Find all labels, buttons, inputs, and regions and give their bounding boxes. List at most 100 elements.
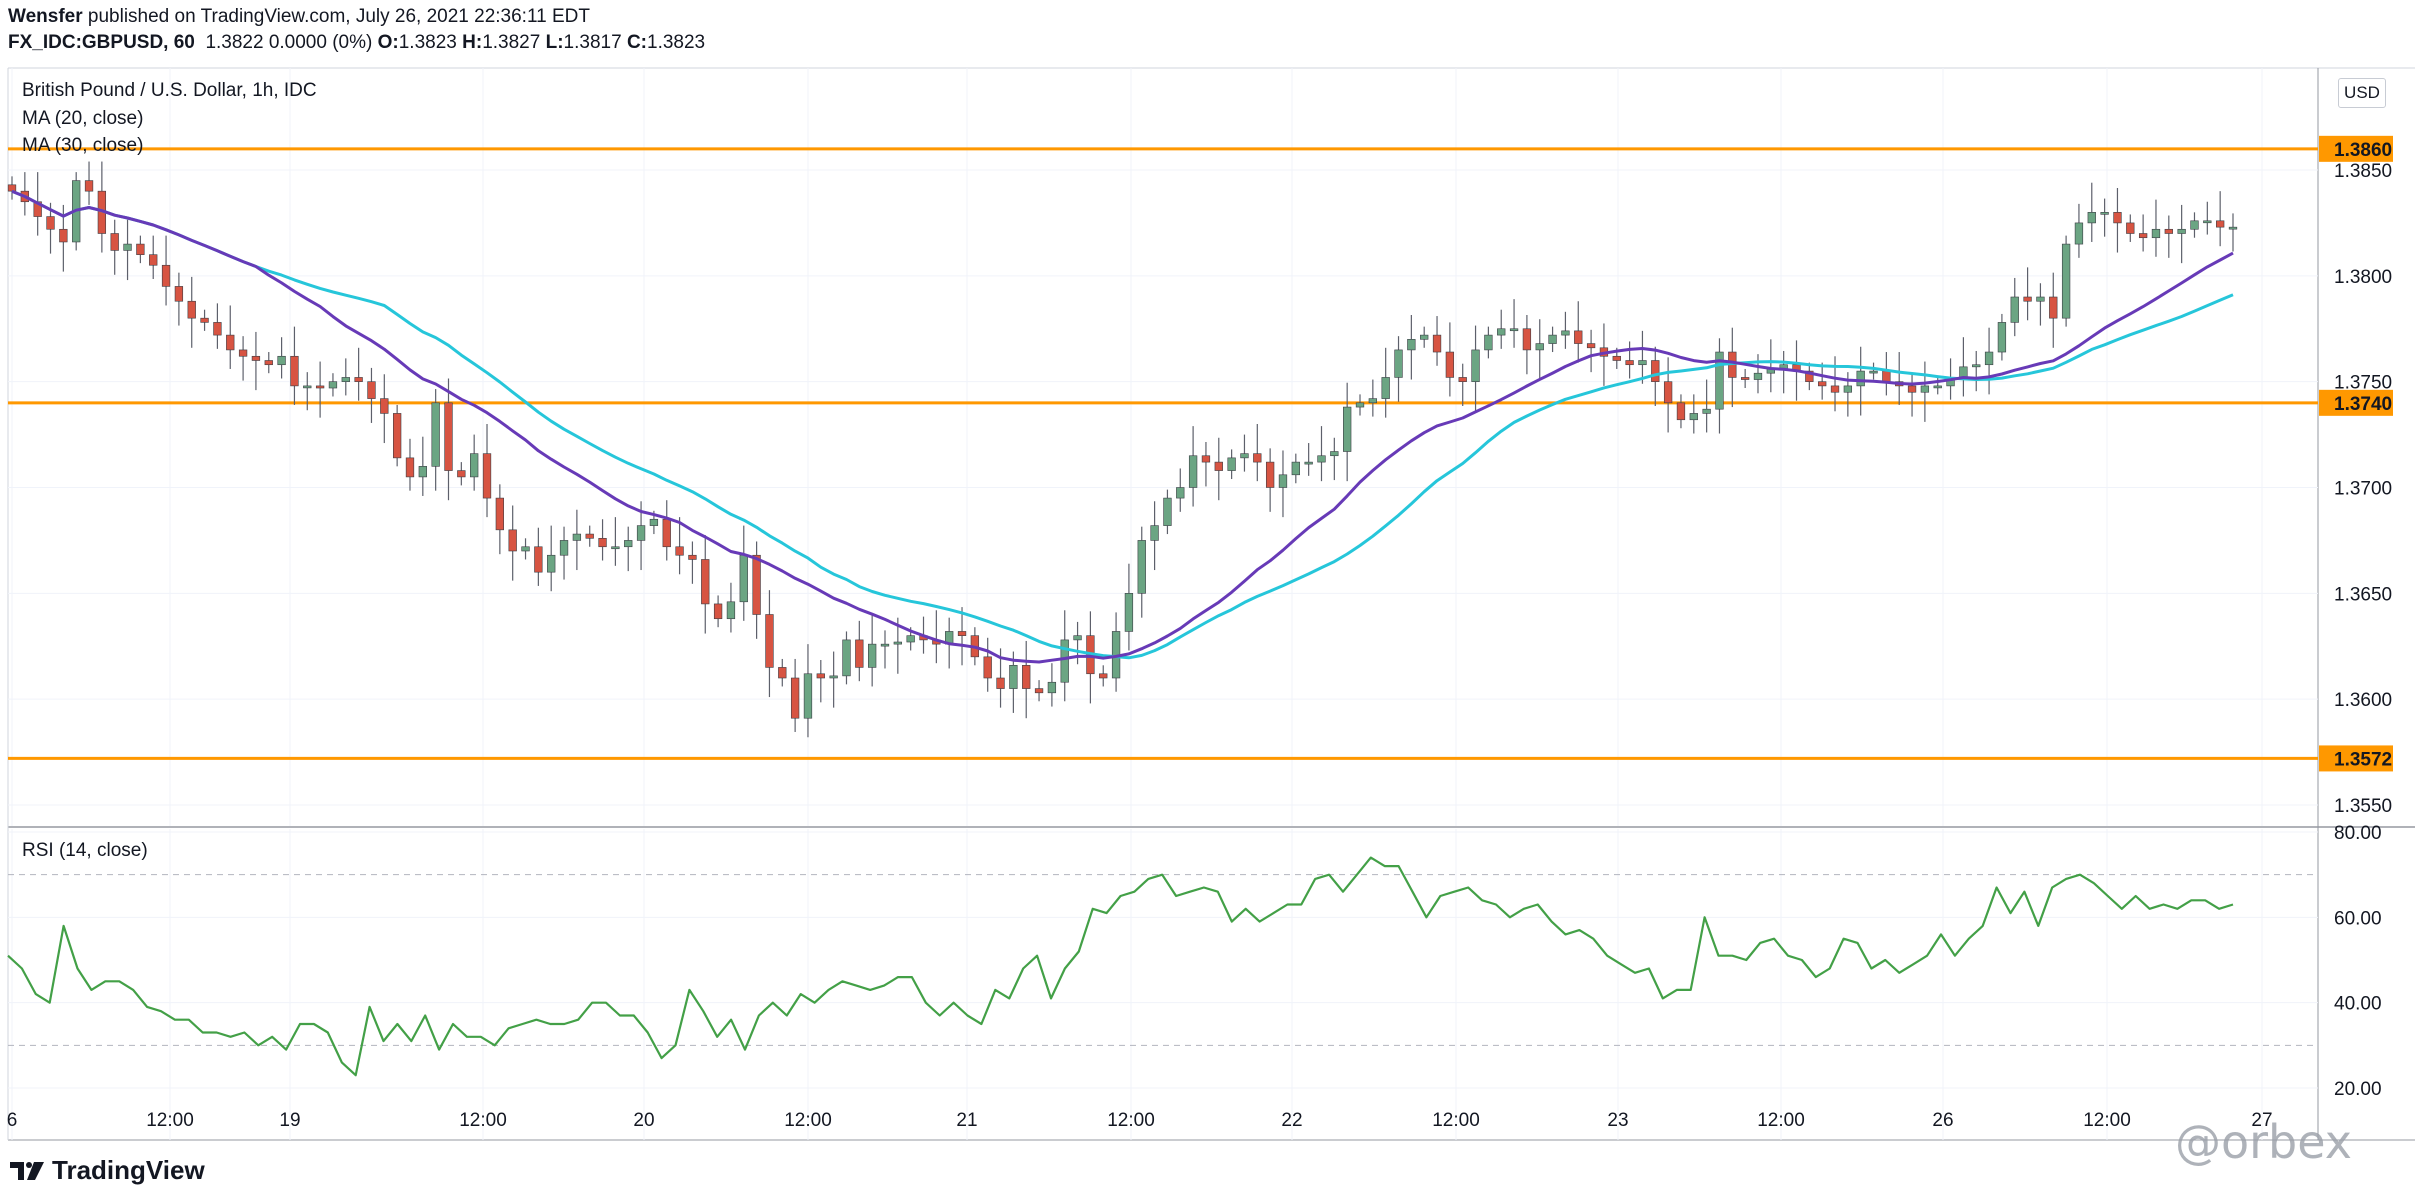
- candle-up: [1124, 593, 1134, 632]
- ma20-legend[interactable]: MA (20, close): [22, 108, 144, 129]
- rsi-legend[interactable]: RSI (14, close): [22, 840, 148, 861]
- tradingview-brand[interactable]: TradingView: [10, 1155, 205, 1186]
- candle-up: [2151, 228, 2161, 239]
- candle-up: [1330, 451, 1339, 457]
- candle-down: [765, 614, 774, 668]
- candle-up: [1163, 497, 1172, 526]
- time-tick-label: 21: [956, 1110, 977, 1131]
- price-tick-label: 1.3700: [2334, 479, 2392, 500]
- candle-down: [251, 355, 261, 361]
- level-price-tag: [2319, 389, 2393, 416]
- rsi-line[interactable]: [7, 856, 2234, 1077]
- candle-up: [1343, 406, 1352, 452]
- time-tick-label: 20: [633, 1110, 654, 1131]
- candle-down: [264, 360, 273, 366]
- symbol-name: FX_IDC:GBPUSD, 60: [8, 32, 195, 53]
- author-name: Wensfer: [8, 6, 83, 27]
- candle-up: [341, 377, 350, 382]
- candle-down: [778, 667, 787, 679]
- candle-up: [1972, 364, 1981, 368]
- candle-up: [611, 546, 620, 550]
- candle-up: [1407, 339, 1416, 351]
- candle-down: [354, 377, 363, 382]
- candle-up: [1843, 385, 1853, 393]
- candle-down: [2113, 212, 2122, 224]
- quote-value: 1.3822 0.0000 (0%): [205, 32, 373, 53]
- candle-down: [392, 413, 402, 459]
- low-label: L:: [545, 32, 564, 53]
- candle-down: [855, 639, 864, 668]
- candle-down: [84, 180, 94, 192]
- close-label: C:: [626, 32, 648, 53]
- candle-up: [547, 554, 556, 573]
- price-tick-label: 1.3650: [2334, 584, 2392, 605]
- level-price-tag: [2319, 135, 2393, 162]
- candle-up: [1227, 457, 1236, 471]
- candle-up: [521, 546, 530, 552]
- close-value: 1.3823: [647, 32, 706, 53]
- candle-up: [1060, 639, 1069, 683]
- level-label: 1.3572: [2334, 749, 2392, 770]
- candle-up: [1471, 349, 1480, 382]
- candle-up: [739, 554, 748, 603]
- candle-up: [1869, 370, 1878, 374]
- chart-frame: [7, 67, 2415, 1141]
- candle-down: [482, 453, 492, 499]
- candle-down: [1034, 688, 1044, 694]
- ma20-line[interactable]: [11, 189, 2234, 664]
- candle-up: [1509, 328, 1519, 332]
- candle-up: [893, 641, 902, 645]
- candle-down: [675, 546, 684, 556]
- time-tick-label: 12:00: [784, 1110, 832, 1131]
- candle-up: [636, 525, 646, 541]
- high-value: 1.3827: [482, 32, 541, 53]
- ma30-legend[interactable]: MA (30, close): [22, 135, 144, 156]
- candle-down: [1663, 381, 1673, 404]
- open-label: O:: [377, 32, 399, 53]
- grid-lines: [8, 68, 2318, 1140]
- candle-up: [1933, 385, 1942, 389]
- axes: 6 12:00 19 12:00 20 12:00 21 12:00 22 12:00 23 12:0…: [7, 161, 2392, 1131]
- candle-up: [829, 675, 838, 679]
- candle-down: [187, 300, 196, 319]
- tradingview-logo-icon: [10, 1161, 44, 1180]
- candle-up: [649, 518, 659, 526]
- time-tick-label: 27: [2251, 1110, 2272, 1131]
- candle-down: [701, 559, 710, 605]
- candle-down: [1458, 377, 1467, 382]
- level-price-tag: [2319, 745, 2393, 772]
- candle-up: [2100, 212, 2109, 215]
- rsi-tick-label: 80.00: [2334, 823, 2382, 844]
- candle-up: [1638, 360, 1647, 366]
- candle-down: [1432, 334, 1442, 353]
- candle-down: [1805, 370, 1814, 382]
- time-tick-label: 6: [7, 1110, 18, 1131]
- publish-info: Wensfer published on TradingView.com, Ju…: [8, 6, 590, 28]
- candle-down: [662, 518, 671, 548]
- candle-up: [1188, 455, 1198, 488]
- candle-up: [1291, 461, 1300, 476]
- candle-up: [2190, 220, 2199, 230]
- currency-label[interactable]: USD: [2338, 78, 2386, 108]
- candle-down: [534, 546, 543, 573]
- candle-up: [2061, 243, 2071, 319]
- candle-up: [880, 643, 890, 647]
- candle-up: [2087, 212, 2096, 224]
- candle-down: [1099, 673, 1108, 679]
- candle-up: [1959, 366, 1968, 378]
- candle-up: [1689, 413, 1698, 421]
- rsi-tick-label: 40.00: [2334, 994, 2382, 1015]
- candle-down: [315, 385, 325, 389]
- candle-up: [1355, 402, 1365, 408]
- candle-up: [1920, 385, 1930, 393]
- candle-up: [2228, 226, 2238, 230]
- candle-up: [1381, 377, 1390, 399]
- ma30-line[interactable]: [11, 189, 2234, 660]
- open-value: 1.3823: [398, 32, 457, 53]
- moving-averages: [11, 189, 2234, 664]
- candle-down: [149, 254, 158, 266]
- candle-down: [367, 381, 376, 399]
- candle-up: [559, 540, 569, 556]
- candle-up: [277, 355, 286, 366]
